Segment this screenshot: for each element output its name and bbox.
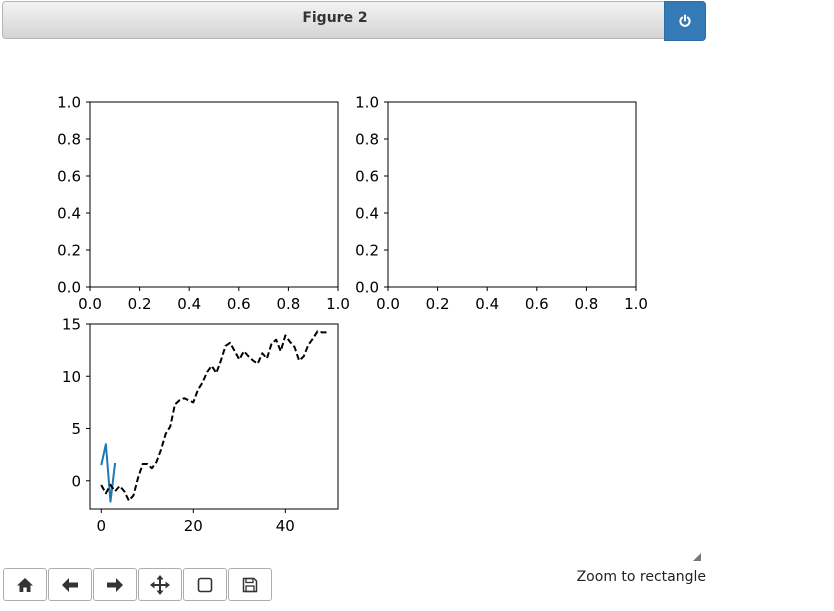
y-tick-label: 1.0 bbox=[57, 94, 81, 112]
save-button[interactable] bbox=[228, 568, 272, 601]
y-tick-label: 0.8 bbox=[57, 131, 81, 149]
x-tick-label: 0 bbox=[96, 517, 106, 535]
x-tick-label: 0.0 bbox=[376, 295, 400, 313]
forward-button[interactable] bbox=[93, 568, 137, 601]
back-button[interactable] bbox=[48, 568, 92, 601]
x-tick-label: 40 bbox=[276, 517, 295, 535]
figure-titlebar: Figure 2 bbox=[2, 1, 706, 41]
x-tick-label: 0.4 bbox=[177, 295, 201, 313]
arrow-right-icon bbox=[107, 577, 123, 592]
series-line-1 bbox=[100, 443, 117, 503]
subplot-3: 0 20 40 0 5 10 15 bbox=[62, 316, 339, 535]
figure-canvas[interactable]: 0.0 0.2 0.4 0.6 0.8 1.00.00.20.40.60.81.00.0 0… bbox=[0, 0, 834, 560]
resize-grip-icon[interactable] bbox=[692, 552, 702, 562]
y-tick-label: 0.0 bbox=[57, 279, 81, 297]
navigation-toolbar bbox=[3, 568, 273, 601]
x-tick-label: 1.0 bbox=[326, 295, 350, 313]
subplot-2: 0.0 0.2 0.4 0.6 0.8 1.0 0.0 0.2 0.4 0.6 0.8 1.0 bbox=[355, 94, 648, 314]
x-tick-label: 1.0 bbox=[624, 295, 648, 313]
x-tick-label: 0.6 bbox=[525, 295, 549, 313]
axes-frame bbox=[89, 101, 339, 288]
y-tick-label: 10 bbox=[62, 368, 81, 386]
square-icon bbox=[197, 577, 213, 592]
y-tick-label: 0.6 bbox=[355, 168, 379, 186]
floppy-disk-icon bbox=[242, 577, 258, 592]
y-tick-label: 1.0 bbox=[355, 94, 379, 112]
x-tick-label: 0.8 bbox=[574, 295, 598, 313]
y-tick-label: 0.6 bbox=[57, 168, 81, 186]
y-tick-label: 0.0 bbox=[355, 279, 379, 297]
y-tick-label: 0.8 bbox=[355, 131, 379, 149]
home-icon bbox=[17, 577, 33, 592]
x-tick-label: 0.4 bbox=[475, 295, 499, 313]
power-icon bbox=[679, 14, 691, 27]
x-tick-label: 0.2 bbox=[426, 295, 450, 313]
y-tick-label: 0.4 bbox=[57, 205, 81, 223]
zoom-button[interactable] bbox=[183, 568, 227, 601]
y-tick-label: 0.2 bbox=[57, 242, 81, 260]
x-tick-label: 0.8 bbox=[276, 295, 300, 313]
series-line-2 bbox=[100, 330, 327, 502]
x-tick-label: 20 bbox=[184, 517, 203, 535]
x-tick-label: 0.2 bbox=[128, 295, 152, 313]
y-tick-label: 5 bbox=[71, 420, 81, 438]
close-figure-button[interactable] bbox=[664, 1, 706, 41]
y-tick-label: 15 bbox=[62, 316, 81, 334]
status-message: Zoom to rectangle bbox=[576, 569, 706, 585]
home-button[interactable] bbox=[3, 568, 47, 601]
figure-title: Figure 2 bbox=[302, 10, 368, 26]
y-tick-label: 0 bbox=[71, 472, 81, 490]
subplot-1: 0.0 0.2 0.4 0.6 0.8 1.0 0.0 0.2 0.4 0.6 0.8 1.0 bbox=[57, 94, 350, 314]
x-tick-label: 0.6 bbox=[227, 295, 251, 313]
move-icon bbox=[150, 574, 170, 595]
arrow-left-icon bbox=[62, 577, 78, 592]
y-tick-label: 0.2 bbox=[355, 242, 379, 260]
axes-frame bbox=[387, 101, 637, 288]
x-tick-label: 0.0 bbox=[78, 295, 102, 313]
y-tick-label: 0.4 bbox=[355, 205, 379, 223]
pan-button[interactable] bbox=[138, 568, 182, 601]
axes-frame bbox=[89, 323, 339, 510]
